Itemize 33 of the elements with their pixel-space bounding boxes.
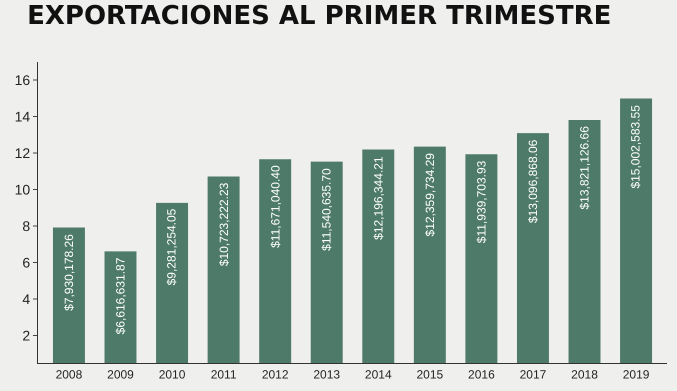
y-tick-label: 8 bbox=[22, 218, 30, 234]
x-tick-label: 2018 bbox=[571, 367, 598, 382]
x-tick-label: 2013 bbox=[313, 367, 340, 382]
x-tick-label: 2017 bbox=[520, 367, 547, 382]
y-tick-label: 14 bbox=[14, 108, 30, 125]
x-tick-label: 2016 bbox=[468, 367, 496, 382]
x-tick-label: 2019 bbox=[622, 367, 650, 382]
chart-title: EXPORTACIONES AL PRIMER TRIMESTRE bbox=[27, 1, 612, 32]
annotation: $12,196,344.21 bbox=[372, 156, 386, 240]
annotation: $13,821,126.66 bbox=[578, 126, 592, 210]
annotation: $6,616,631.87 bbox=[114, 257, 128, 334]
annotation: $9,281,254.05 bbox=[164, 208, 179, 286]
y-tick-label: 4 bbox=[22, 291, 30, 308]
x-tick-label: 2011 bbox=[210, 367, 237, 382]
x-tick-label: 2012 bbox=[262, 367, 289, 382]
annotation: $11,939,703.93 bbox=[474, 160, 489, 244]
annotation: $11,540,635.70 bbox=[320, 168, 334, 251]
annotation: $15,002,583.55 bbox=[628, 104, 643, 189]
x-tick-label: 2010 bbox=[158, 367, 186, 382]
x-tick-label: 2009 bbox=[107, 367, 134, 382]
y-tick-label: 16 bbox=[14, 72, 30, 88]
annotation: $11,671,040.40 bbox=[268, 165, 282, 248]
y-tick-label: 10 bbox=[14, 182, 30, 198]
x-tick-label: 2008 bbox=[56, 367, 83, 382]
y-tick-label: 2 bbox=[22, 328, 30, 344]
x-tick-label: 2014 bbox=[364, 367, 392, 382]
y-tick-label: 6 bbox=[22, 254, 30, 271]
annotation: $13,096,868.06 bbox=[526, 139, 540, 224]
annotation: $12,359,734.29 bbox=[423, 152, 438, 236]
x-tick-label: 2015 bbox=[416, 367, 444, 382]
annotation: $10,723,222.23 bbox=[217, 182, 232, 266]
y-tick-label: 12 bbox=[14, 145, 30, 162]
annotation: $7,930,178.26 bbox=[62, 234, 76, 311]
